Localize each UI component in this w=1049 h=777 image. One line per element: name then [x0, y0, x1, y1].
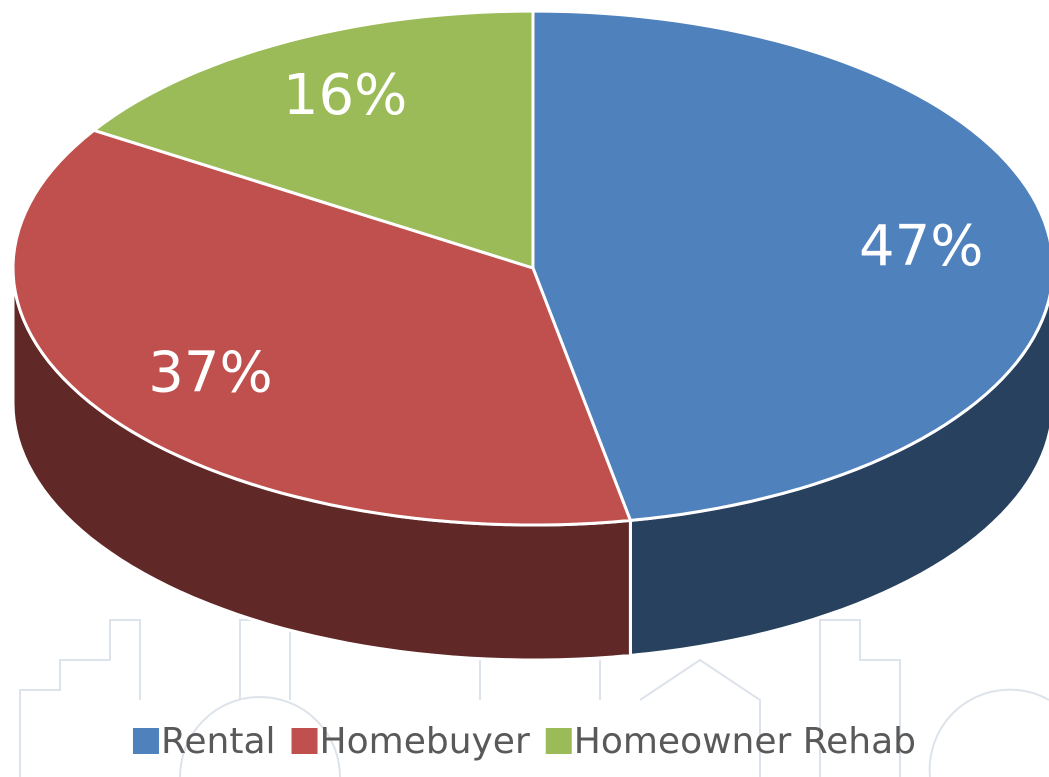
data-label: 37%: [148, 340, 272, 405]
legend-swatch: [545, 728, 572, 754]
legend-label: Rental: [161, 721, 276, 762]
legend-swatch: [132, 728, 159, 754]
legend-swatch: [291, 728, 318, 754]
data-label: 47%: [859, 214, 983, 279]
slice: [90, 9, 535, 271]
legend-label: Homeowner Rehab: [574, 721, 916, 762]
legend-label: Homebuyer: [320, 721, 530, 762]
legend: Rental Homebuyer Homeowner Rehab: [132, 721, 916, 762]
slice: [531, 9, 1049, 523]
data-label: 16%: [283, 63, 407, 128]
background-skyline: [19, 619, 1049, 777]
slice: [11, 128, 633, 527]
